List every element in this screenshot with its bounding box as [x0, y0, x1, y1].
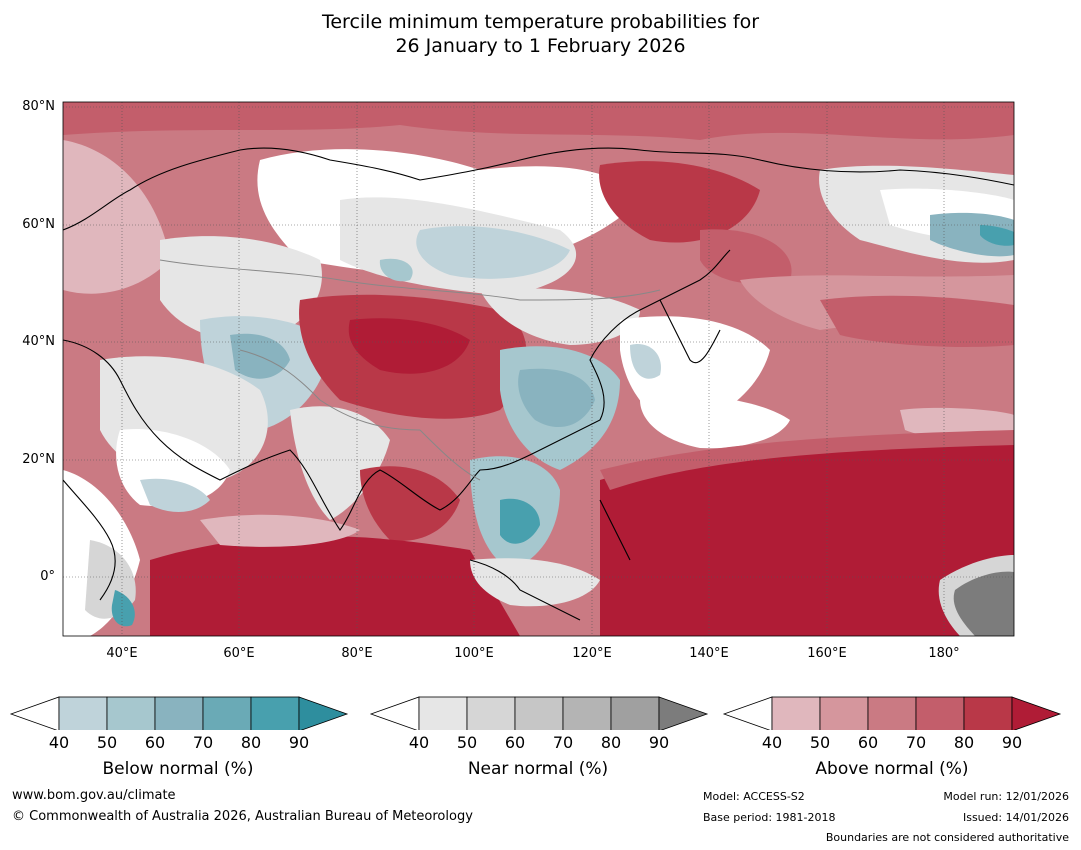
colorbar-tick-label: 80: [600, 733, 622, 752]
colorbar-segment: [154, 696, 204, 730]
colorbar-segment: [106, 696, 156, 730]
lat-label-20: 20°N: [22, 452, 55, 467]
colorbar-tick-label: 80: [953, 733, 975, 752]
colorbar-segment: [963, 696, 1013, 730]
title-line-2: 26 January to 1 February 2026: [395, 35, 686, 57]
colorbar-segment: [466, 696, 516, 730]
lat-label-80: 80°N: [22, 99, 55, 114]
colorbar-tick-label: 50: [809, 733, 831, 752]
colorbar-below-normal: [9, 696, 349, 730]
title-line-1: Tercile minimum temperature probabilitie…: [321, 11, 760, 33]
colorbar-label-above: Above normal (%): [815, 759, 969, 779]
colorbar-segment: [915, 696, 965, 730]
colorbar-high-extend: [298, 696, 349, 730]
lat-label-40: 40°N: [22, 334, 55, 349]
colorbar-segment: [771, 696, 821, 730]
colorbar-low-extend: [722, 696, 773, 730]
colorbar-high-extend: [1011, 696, 1062, 730]
colorbar-segment: [202, 696, 252, 730]
colorbars: [9, 696, 1062, 730]
footer-issued: Issued: 14/01/2026: [962, 811, 1069, 824]
lon-label-120: 120°E: [572, 646, 612, 661]
lon-label-140: 140°E: [689, 646, 729, 661]
colorbar-tick-label: 60: [144, 733, 166, 752]
lat-label-0: 0°: [40, 569, 55, 584]
colorbar-tick-label: 90: [288, 733, 310, 752]
footer-disclaimer: Boundaries are not considered authoritat…: [825, 831, 1069, 844]
lat-label-60: 60°N: [22, 217, 55, 232]
colorbar-label-near: Near normal (%): [467, 759, 609, 779]
country-borders: [159, 259, 661, 481]
colorbar-low-extend: [369, 696, 420, 730]
colorbar-tick-label: 40: [761, 733, 783, 752]
colorbar-segment: [562, 696, 612, 730]
colorbar-tick-label: 60: [857, 733, 879, 752]
colorbar-tick-label: 60: [504, 733, 526, 752]
colorbar-segment: [418, 696, 468, 730]
footer-model-run: Model run: 12/01/2026: [943, 790, 1069, 803]
colorbar-tick-label: 70: [552, 733, 574, 752]
footer-model: Model: ACCESS-S2: [703, 790, 805, 803]
colorbar-tick-label: 80: [240, 733, 262, 752]
map-gridlines: [63, 102, 1014, 636]
lon-label-40: 40°E: [106, 646, 138, 661]
colorbar-segment: [58, 696, 108, 730]
colorbar-tick-label: 70: [192, 733, 214, 752]
colorbar-segment: [819, 696, 869, 730]
lon-label-60: 60°E: [223, 646, 255, 661]
footer-copyright: © Commonwealth of Australia 2026, Austra…: [12, 809, 473, 824]
lon-label-100: 100°E: [454, 646, 494, 661]
colorbar-label-below: Below normal (%): [102, 759, 254, 779]
colorbar-high-extend: [658, 696, 709, 730]
map-frame: [62, 101, 1015, 637]
colorbar-near-normal: [369, 696, 709, 730]
chart-title: Tercile minimum temperature probabilitie…: [0, 10, 1081, 58]
colorbar-tick-label: 90: [648, 733, 670, 752]
colorbar-segment: [610, 696, 660, 730]
footer-base-period: Base period: 1981-2018: [703, 811, 836, 824]
colorbar-tick-label: 40: [408, 733, 430, 752]
footer-website[interactable]: www.bom.gov.au/climate: [12, 788, 176, 803]
colorbar-tick-label: 90: [1001, 733, 1023, 752]
colorbar-above-normal: [722, 696, 1062, 730]
colorbar-tick-label: 50: [456, 733, 478, 752]
map-fields: [63, 102, 1014, 636]
colorbar-segment: [250, 696, 300, 730]
lon-label-180: 180°: [928, 646, 960, 661]
colorbar-tick-label: 50: [96, 733, 118, 752]
colorbar-segment: [514, 696, 564, 730]
lon-label-160: 160°E: [807, 646, 847, 661]
colorbar-low-extend: [9, 696, 60, 730]
colorbar-tick-label: 70: [905, 733, 927, 752]
lon-label-80: 80°E: [341, 646, 373, 661]
colorbar-segment: [867, 696, 917, 730]
colorbar-tick-label: 40: [48, 733, 70, 752]
coastlines: [63, 147, 1014, 621]
